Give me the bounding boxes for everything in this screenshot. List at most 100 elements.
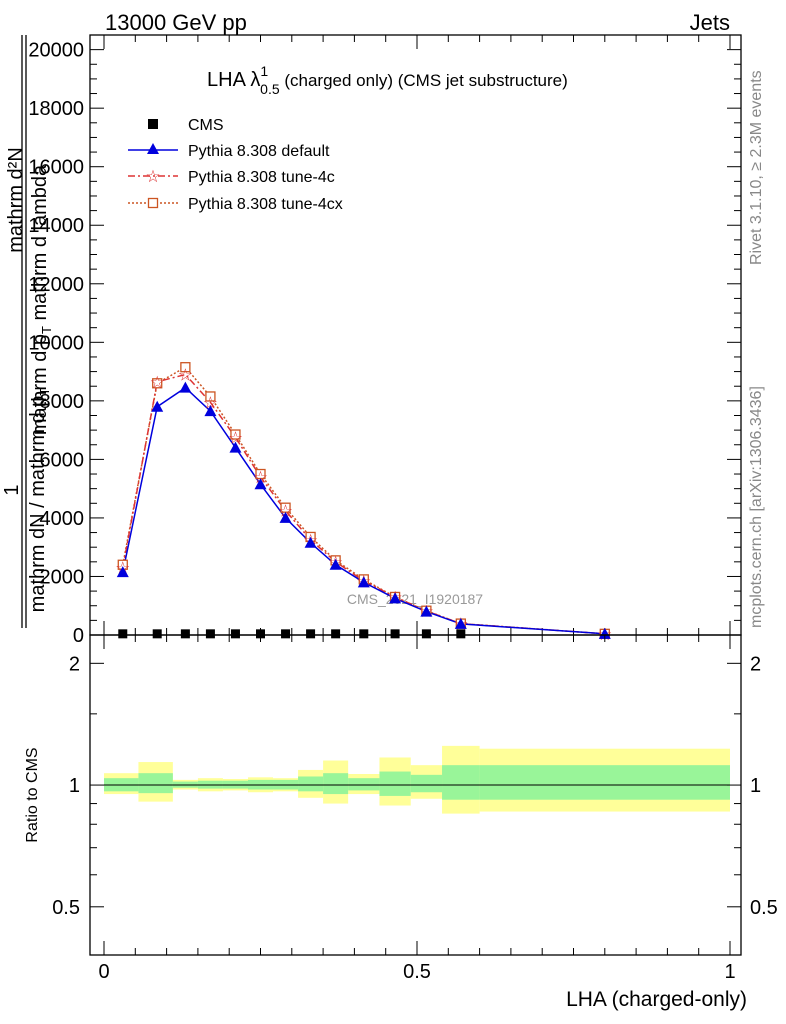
- legend-label-tune4cx: Pythia 8.308 tune-4cx: [188, 196, 343, 213]
- chart-title-sub: 0.5: [260, 81, 280, 97]
- band-inner: [442, 765, 480, 800]
- mcplots-label: mcplots.cern.ch [arXiv:1306.3436]: [748, 386, 765, 628]
- point-tune4c: ☆: [150, 373, 165, 392]
- ratio-frame: [89, 634, 742, 956]
- point-default: [454, 617, 467, 629]
- ylabel-inner-den-sub: T: [39, 326, 54, 334]
- legend-marker-cms: [148, 119, 158, 129]
- x-tick-label: 0.5: [403, 961, 431, 983]
- band-inner: [479, 765, 730, 800]
- main-ylabel: 1 mathrm d²N mathrm d pT mathrm d lambda…: [1, 35, 54, 628]
- band-inner: [323, 773, 349, 795]
- rivet-label: Rivet 3.1.10, ≥ 2.3M events: [748, 70, 765, 265]
- main-axes: 0 2000 4000 6000 8000 10000 12000 14000 16000 180…: [28, 34, 741, 647]
- ratio-y-tick-label: 1: [69, 775, 80, 797]
- point-cms: [230, 629, 240, 639]
- ylabel-outer-num: 1: [1, 484, 23, 495]
- point-cms: [421, 629, 431, 639]
- legend-label-default: Pythia 8.308 default: [188, 143, 330, 160]
- point-cms: [118, 629, 128, 639]
- y-tick-label: 10000: [28, 332, 84, 354]
- point-default: [389, 592, 402, 604]
- ylabel-inner-num: mathrm d²N: [5, 147, 27, 253]
- ratio-y-tick-label-right: 0.5: [750, 897, 778, 919]
- y-tick-label: 14000: [28, 215, 84, 237]
- point-default: [204, 405, 217, 417]
- ratio-panel: 0.5 0.5 1 1 2 2 0 0.5 1 Ratio to CMS LHA (charge…: [24, 634, 778, 1011]
- y-tick-label: 16000: [28, 157, 84, 179]
- chart-title-tail: (charged only) (CMS jet substructure): [280, 71, 568, 90]
- y-tick-label: 6000: [40, 449, 85, 471]
- ylabel-outer-den-main: mathrm dN / mathrm d p: [27, 396, 49, 613]
- point-cms: [205, 629, 215, 639]
- point-tune4c: ☆: [228, 428, 243, 447]
- point-default: [179, 381, 192, 393]
- chart-title-main: LHA λ: [207, 69, 260, 91]
- ylabel-outer-den: mathrm dN / mathrm d pT: [27, 388, 52, 613]
- point-tune4c: ☆: [203, 393, 218, 412]
- point-tune4cx: [152, 378, 163, 389]
- y-tick-label: 18000: [28, 98, 84, 120]
- point-default: [598, 627, 611, 639]
- point-cms: [281, 629, 291, 639]
- y-tick-label: 0: [73, 625, 84, 647]
- ratio-bands: [104, 745, 730, 814]
- point-default: [254, 478, 267, 490]
- ylabel-outer-den-sub: T: [37, 388, 52, 396]
- ratio-ylabel: Ratio to CMS: [24, 747, 41, 842]
- legend-label-cms: CMS: [188, 117, 224, 134]
- chart-title-sup: 1: [260, 63, 268, 79]
- x-tick-label: 0: [98, 961, 109, 983]
- point-tune4cx: [230, 429, 241, 440]
- header-left: 13000 GeV pp: [105, 10, 247, 35]
- band-inner: [298, 776, 324, 792]
- band-inner: [379, 771, 411, 796]
- chart-title: LHA λ1 0.5 (charged only) (CMS jet substr…: [207, 63, 568, 97]
- band-inner: [348, 778, 380, 791]
- ylabel-inner-den: mathrm d pT mathrm d lambda: [29, 164, 54, 435]
- point-cms: [306, 629, 316, 639]
- legend: CMS Pythia 8.308 default ☆ Pythia 8.308 …: [128, 117, 343, 213]
- point-cms: [152, 629, 162, 639]
- ylabel-inner-den-main: mathrm d p: [29, 334, 51, 435]
- point-default: [116, 566, 129, 578]
- point-cms: [256, 629, 265, 639]
- header-right: Jets: [690, 10, 730, 35]
- y-tick-label: 20000: [28, 40, 84, 62]
- ratio-y-tick-label: 2: [69, 653, 80, 675]
- point-cms: [180, 629, 190, 639]
- point-cms: [331, 629, 341, 639]
- point-default: [229, 441, 242, 453]
- point-tune4c: ☆: [278, 502, 293, 521]
- ratio-y-tick-label-right: 1: [750, 775, 761, 797]
- x-tick-label: 1: [724, 961, 735, 983]
- point-tune4c: ☆: [253, 468, 268, 487]
- ylabel-inner-den-tail: mathrm d lambda: [29, 164, 51, 326]
- y-tick-label: 2000: [40, 566, 85, 588]
- point-default: [151, 400, 164, 412]
- point-default: [420, 605, 433, 617]
- y-tick-label: 12000: [28, 274, 84, 296]
- point-tune4c: ☆: [178, 366, 193, 385]
- legend-marker-tune4cx: [147, 197, 159, 209]
- point-cms: [456, 629, 466, 639]
- main-panel: 0 2000 4000 6000 8000 10000 12000 14000 16000 180…: [1, 34, 742, 647]
- point-default: [357, 576, 370, 588]
- point-tune4cx: [205, 391, 216, 402]
- legend-label-tune4c: Pythia 8.308 tune-4c: [188, 169, 335, 186]
- legend-marker-default: [147, 143, 159, 154]
- y-tick-label: 8000: [40, 391, 85, 413]
- legend-marker-tune4c: ☆: [145, 167, 160, 186]
- x-axis-label: LHA (charged-only): [566, 988, 747, 1011]
- main-series-layer: ☆☆☆☆☆☆☆☆☆☆☆☆☆☆: [115, 362, 612, 644]
- point-cms: [390, 629, 400, 639]
- watermark: CMS_2021_I1920187: [347, 591, 483, 607]
- ratio-axes: 0.5 0.5 1 1 2 2 0 0.5 1: [52, 635, 778, 983]
- point-cms: [359, 629, 369, 639]
- ratio-y-tick-label-right: 2: [750, 653, 761, 675]
- band-inner: [138, 773, 173, 794]
- point-default: [279, 511, 292, 523]
- point-tune4cx: [180, 362, 191, 373]
- point-default: [329, 558, 342, 570]
